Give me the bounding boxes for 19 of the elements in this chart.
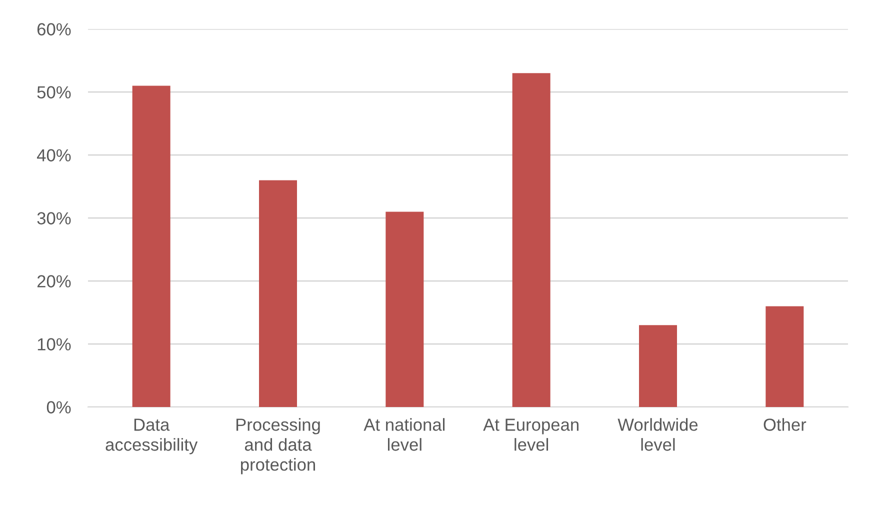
bar (132, 86, 170, 407)
bar (766, 306, 804, 407)
bar (386, 212, 424, 407)
x-tick-label: At European level (483, 418, 578, 451)
x-tick-label: Processing and data protection (236, 418, 320, 474)
x-tick-label: Worldwide level (618, 418, 698, 451)
x-tick-label: Other (764, 418, 806, 431)
bar (639, 325, 677, 407)
y-tick-label: 30% (37, 212, 71, 224)
y-tick-label: 60% (37, 23, 71, 36)
y-tick-label: 10% (38, 338, 71, 350)
y-tick-label: 0% (46, 401, 71, 414)
y-tick-label: 40% (36, 149, 71, 162)
bar (512, 73, 550, 407)
y-tick-label: 50% (37, 86, 71, 98)
x-tick-label: Data accessibility (106, 418, 198, 454)
bar (259, 180, 297, 407)
x-tick-label: At national level (364, 418, 445, 451)
y-tick-label: 20% (37, 275, 71, 288)
